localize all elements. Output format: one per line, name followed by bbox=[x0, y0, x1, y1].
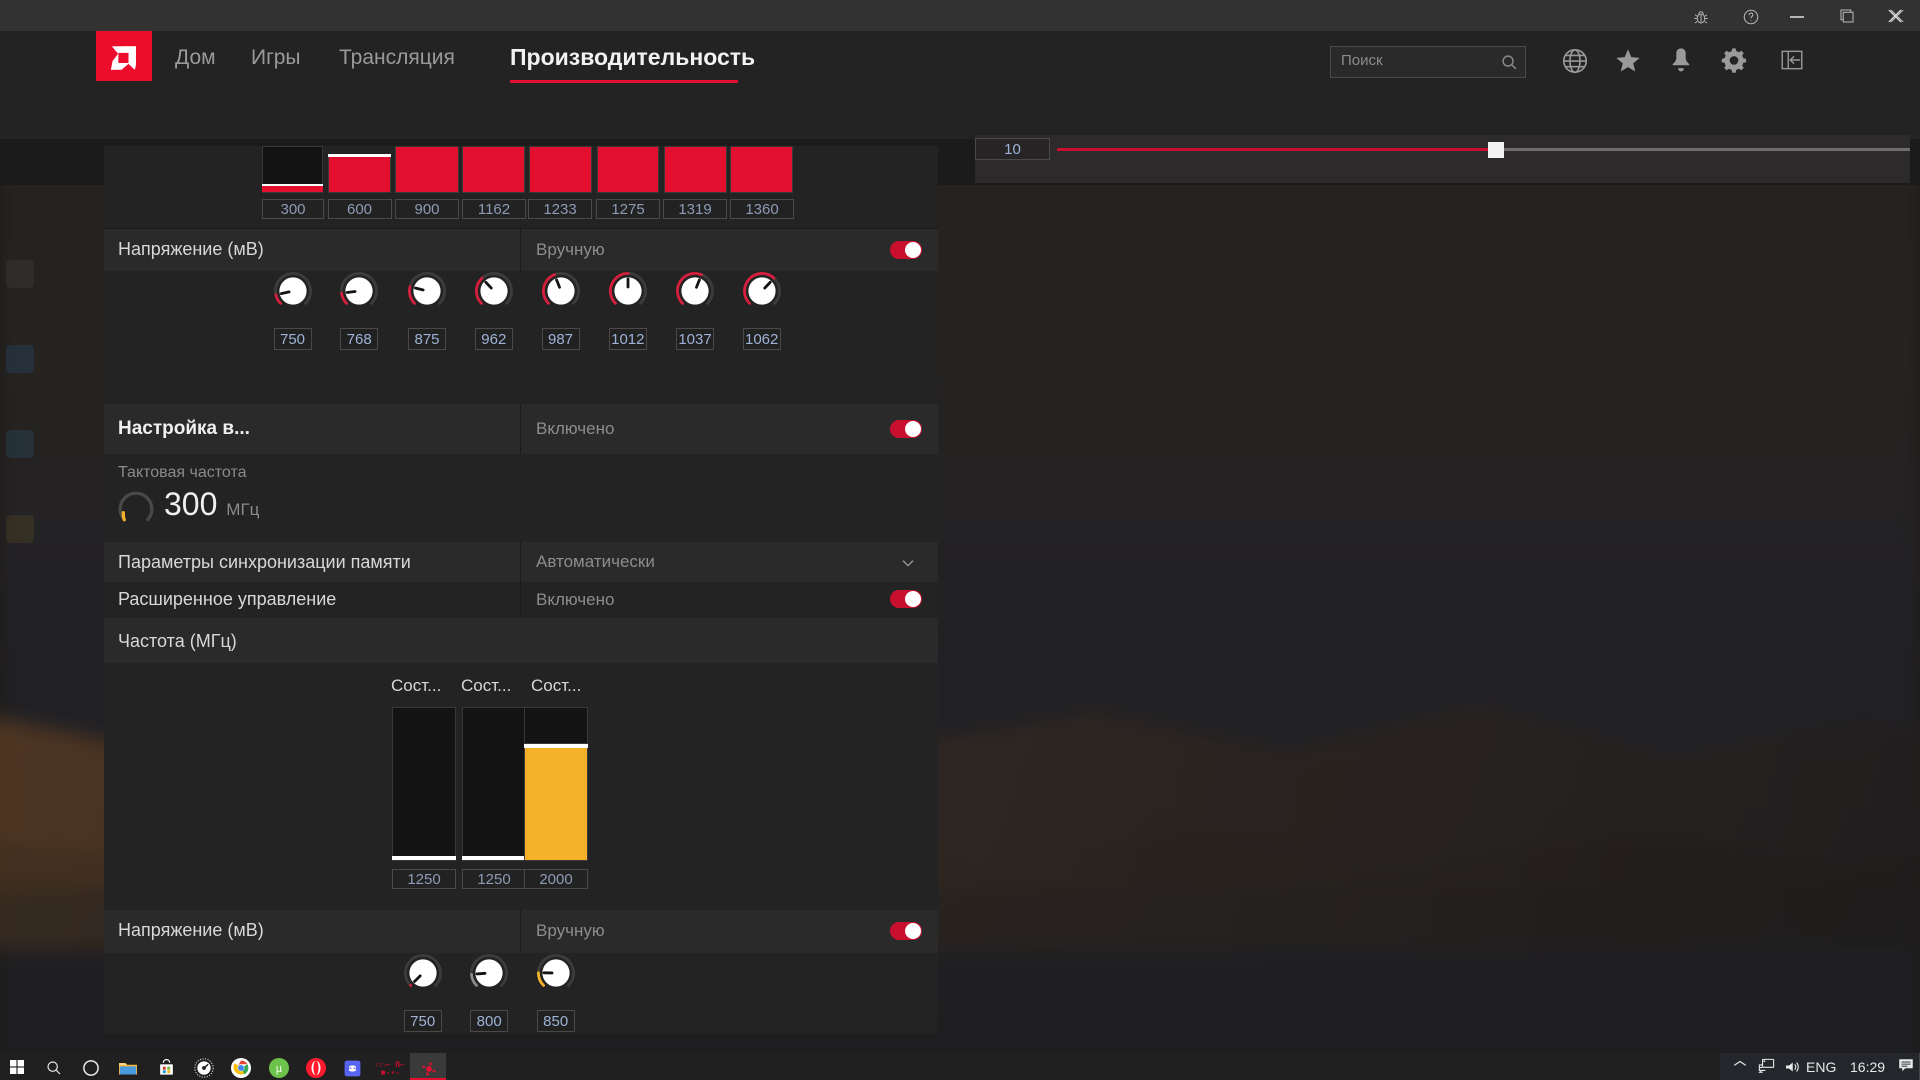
svg-text:µ: µ bbox=[276, 1063, 282, 1075]
